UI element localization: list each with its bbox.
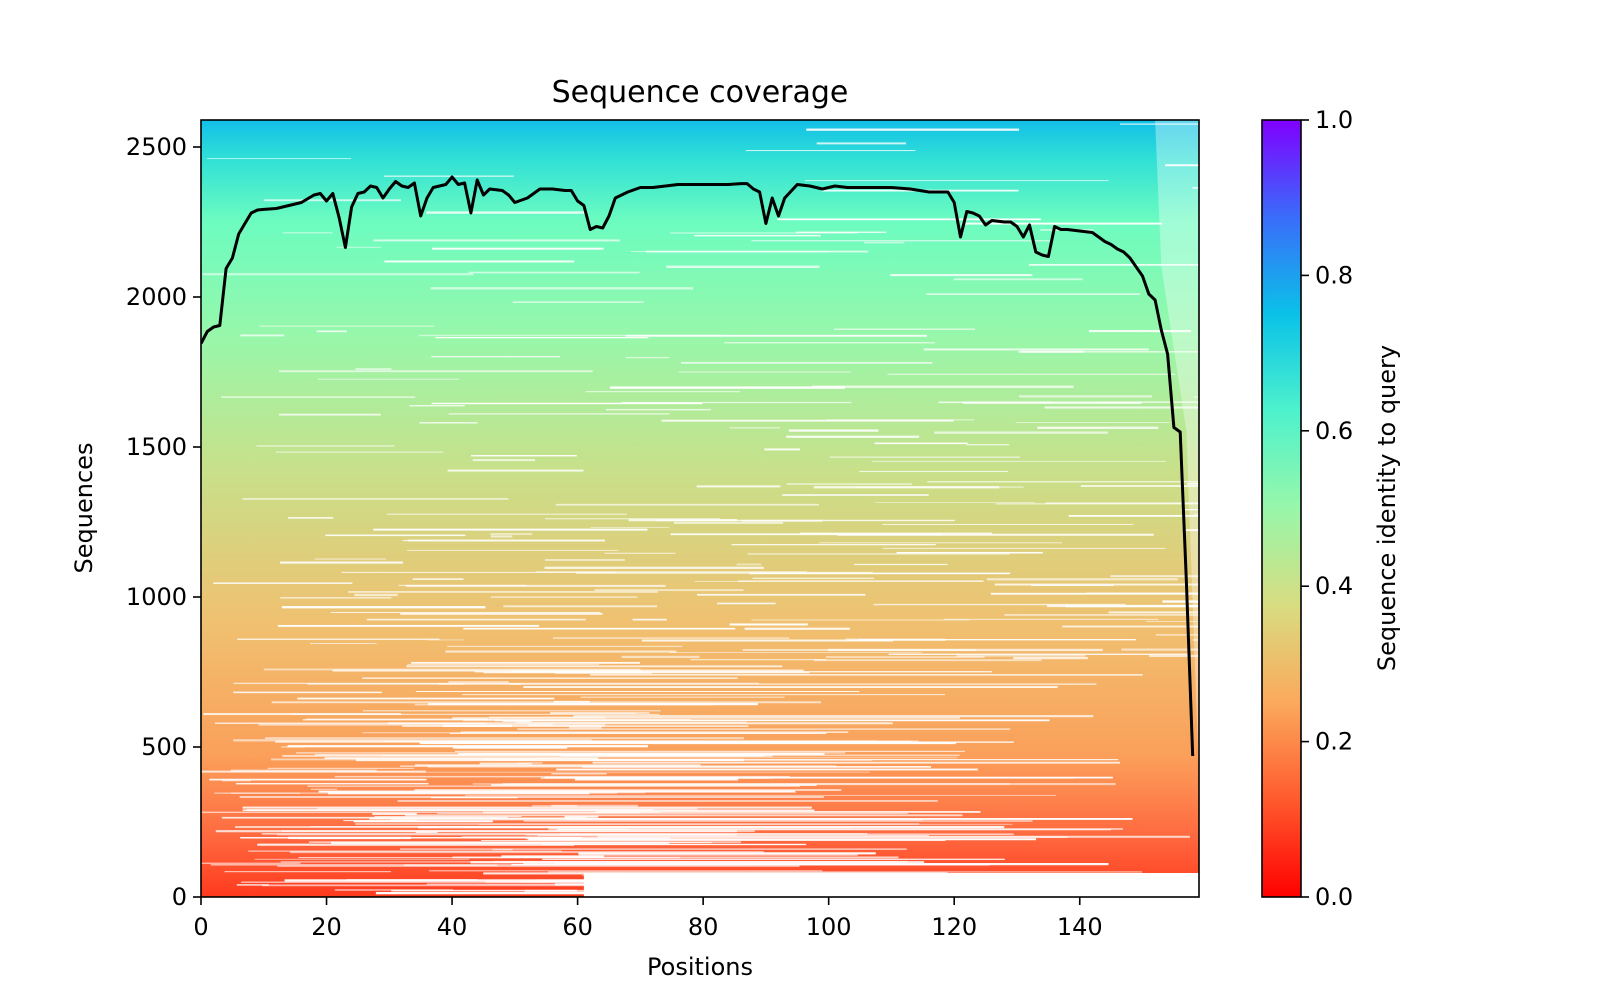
- colorbar-tick-label: 1.0: [1315, 106, 1353, 134]
- colorbar-gradient: [1261, 119, 1302, 898]
- colorbar-ticks: 0.0 0.2 0.4 0.6 0.8 1.0: [1301, 106, 1353, 911]
- heatmap-gaps: [201, 120, 1199, 897]
- coverage-line: [201, 175, 1195, 757]
- y-tick-label: 1500: [126, 433, 187, 461]
- heatmap: [201, 120, 1199, 897]
- colorbar-tick-label: 0.8: [1315, 261, 1353, 289]
- x-tick-label: 80: [688, 913, 719, 941]
- plot-frame: [200, 119, 1200, 898]
- y-tick-label: 2000: [126, 283, 187, 311]
- colorbar-tick-label: 0.0: [1315, 883, 1353, 911]
- colorbar-tick-label: 0.4: [1315, 572, 1353, 600]
- y-tick-label: 500: [141, 733, 187, 761]
- x-tick-label: 0: [193, 913, 208, 941]
- x-tick-label: 60: [562, 913, 593, 941]
- x-tick-label: 120: [931, 913, 977, 941]
- chart-title: Sequence coverage: [552, 75, 849, 110]
- x-tick-label: 100: [806, 913, 852, 941]
- x-axis: 0 20 40 60 80 100 120 140: [193, 897, 1103, 941]
- y-tick-label: 2500: [126, 133, 187, 161]
- x-tick-label: 40: [437, 913, 468, 941]
- x-tick-label: 20: [311, 913, 342, 941]
- y-tick-label: 0: [172, 883, 187, 911]
- y-tick-label: 1000: [126, 583, 187, 611]
- y-axis-label: Sequences: [70, 443, 98, 574]
- colorbar-label: Sequence identity to query: [1373, 345, 1401, 671]
- x-axis-label: Positions: [647, 953, 753, 981]
- colorbar: 0.0 0.2 0.4 0.6 0.8 1.0 Sequence identity to …: [1261, 106, 1401, 911]
- colorbar-tick-label: 0.2: [1315, 728, 1353, 756]
- y-axis: 0 500 1000 1500 2000 2500: [126, 133, 201, 911]
- colorbar-tick-label: 0.6: [1315, 417, 1353, 445]
- x-tick-label: 140: [1057, 913, 1103, 941]
